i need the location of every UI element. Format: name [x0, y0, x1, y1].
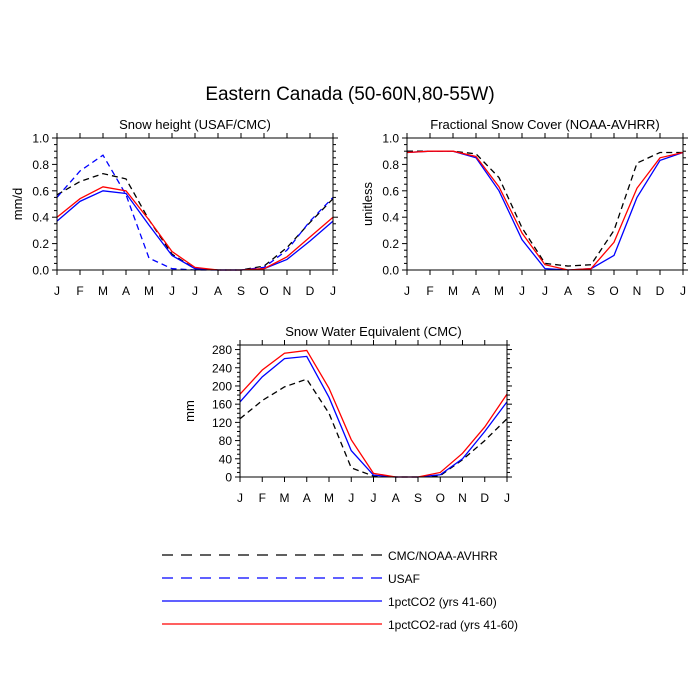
y-tick-label: 0.6: [382, 184, 399, 198]
x-tick-label: J: [680, 284, 686, 298]
y-tick-label: 120: [212, 416, 232, 430]
legend-label: 1pctCO2 (yrs 41-60): [388, 595, 497, 609]
legend-label: USAF: [388, 572, 420, 586]
x-tick-label: M: [448, 284, 458, 298]
x-tick-label: J: [519, 284, 525, 298]
x-tick-label: D: [480, 491, 489, 505]
x-tick-label: A: [303, 491, 311, 505]
chart-panel-3: Snow Water Equivalent (CMC)mmJ F M A M J J A S O N…: [182, 324, 512, 505]
x-tick-label: N: [283, 284, 292, 298]
x-tick-label: J: [54, 284, 60, 298]
y-tick-label: 80: [219, 434, 233, 448]
series-line: [406, 150, 684, 271]
chart-panel-2: Fractional Snow Cover (NOAA-AVHRR) unitle…: [360, 117, 688, 298]
panels-group: Snow height (USAF/CMC)mm/dJ F M A M J J A S O N D J0…: [10, 117, 688, 505]
x-tick-label: O: [609, 284, 618, 298]
y-tick-label: 0.6: [32, 184, 49, 198]
x-tick-label: A: [392, 491, 400, 505]
x-tick-label: O: [259, 284, 268, 298]
y-tick-label: 0.0: [32, 264, 49, 278]
x-tick-label: D: [656, 284, 665, 298]
x-tick-label: M: [144, 284, 154, 298]
y-axis-label: mm/d: [10, 188, 25, 221]
y-tick-label: 160: [212, 398, 232, 412]
x-tick-label: O: [436, 491, 445, 505]
series-line: [406, 150, 684, 271]
x-tick-label: J: [371, 491, 377, 505]
x-tick-label: S: [414, 491, 422, 505]
series-line: [239, 378, 508, 478]
legend-item: 1pctCO2-rad (yrs 41-60): [162, 618, 518, 632]
x-tick-label: J: [348, 491, 354, 505]
y-tick-label: 0.4: [32, 211, 49, 225]
x-tick-label: J: [237, 491, 243, 505]
series-line: [56, 190, 334, 271]
plot-frame: [239, 344, 508, 478]
x-tick-label: A: [472, 284, 480, 298]
legend-item: 1pctCO2 (yrs 41-60): [162, 595, 497, 609]
y-tick-label: 240: [212, 361, 232, 375]
x-tick-label: J: [192, 284, 198, 298]
x-tick-label: M: [280, 491, 290, 505]
x-tick-label: J: [504, 491, 510, 505]
y-tick-label: 280: [212, 343, 232, 357]
x-tick-label: N: [633, 284, 642, 298]
plot-frame: [406, 137, 684, 271]
x-tick-label: D: [306, 284, 315, 298]
series-line: [407, 150, 683, 267]
y-tick-label: 0.8: [32, 158, 49, 172]
series-line: [56, 186, 334, 271]
legend-item: USAF: [162, 572, 420, 586]
x-tick-label: F: [426, 284, 433, 298]
y-tick-label: 0.2: [32, 237, 49, 251]
series-line: [239, 355, 508, 478]
legend: CMC/NOAA-AVHRR USAF 1pctCO2 (yrs 41-60) 1pc…: [162, 549, 518, 632]
plot-frame: [56, 137, 334, 271]
y-axis-label: mm: [182, 400, 197, 422]
x-tick-label: J: [330, 284, 336, 298]
series-line: [56, 172, 334, 271]
panel-title: Snow height (USAF/CMC): [119, 117, 271, 132]
series-line: [239, 349, 508, 478]
y-tick-label: 0: [225, 471, 232, 485]
y-tick-label: 1.0: [32, 132, 49, 146]
chart-panel-1: Snow height (USAF/CMC)mm/dJ F M A M J J A S O N D J0…: [10, 117, 338, 298]
x-tick-label: M: [98, 284, 108, 298]
x-tick-label: F: [259, 491, 266, 505]
y-tick-label: 0.2: [382, 237, 399, 251]
y-tick-label: 0.8: [382, 158, 399, 172]
y-tick-label: 0.4: [382, 211, 399, 225]
x-tick-label: N: [458, 491, 467, 505]
x-tick-label: M: [494, 284, 504, 298]
x-tick-label: A: [214, 284, 222, 298]
legend-item: CMC/NOAA-AVHRR: [162, 549, 498, 563]
y-tick-label: 200: [212, 379, 232, 393]
y-tick-label: 0.0: [382, 264, 399, 278]
panel-title: Snow Water Equivalent (CMC): [285, 324, 462, 339]
x-tick-label: S: [237, 284, 245, 298]
legend-label: 1pctCO2-rad (yrs 41-60): [388, 618, 518, 632]
x-tick-label: S: [587, 284, 595, 298]
x-tick-label: F: [76, 284, 83, 298]
y-tick-label: 1.0: [382, 132, 399, 146]
y-axis-label: unitless: [360, 181, 375, 226]
legend-label: CMC/NOAA-AVHRR: [388, 549, 498, 563]
x-tick-label: J: [404, 284, 410, 298]
y-tick-label: 40: [219, 452, 233, 466]
x-tick-label: M: [324, 491, 334, 505]
figure-title: Eastern Canada (50-60N,80-55W): [205, 84, 495, 105]
panel-title: Fractional Snow Cover (NOAA-AVHRR): [430, 117, 659, 132]
x-tick-label: A: [564, 284, 572, 298]
x-tick-label: A: [122, 284, 130, 298]
x-tick-label: J: [542, 284, 548, 298]
x-tick-label: J: [169, 284, 175, 298]
